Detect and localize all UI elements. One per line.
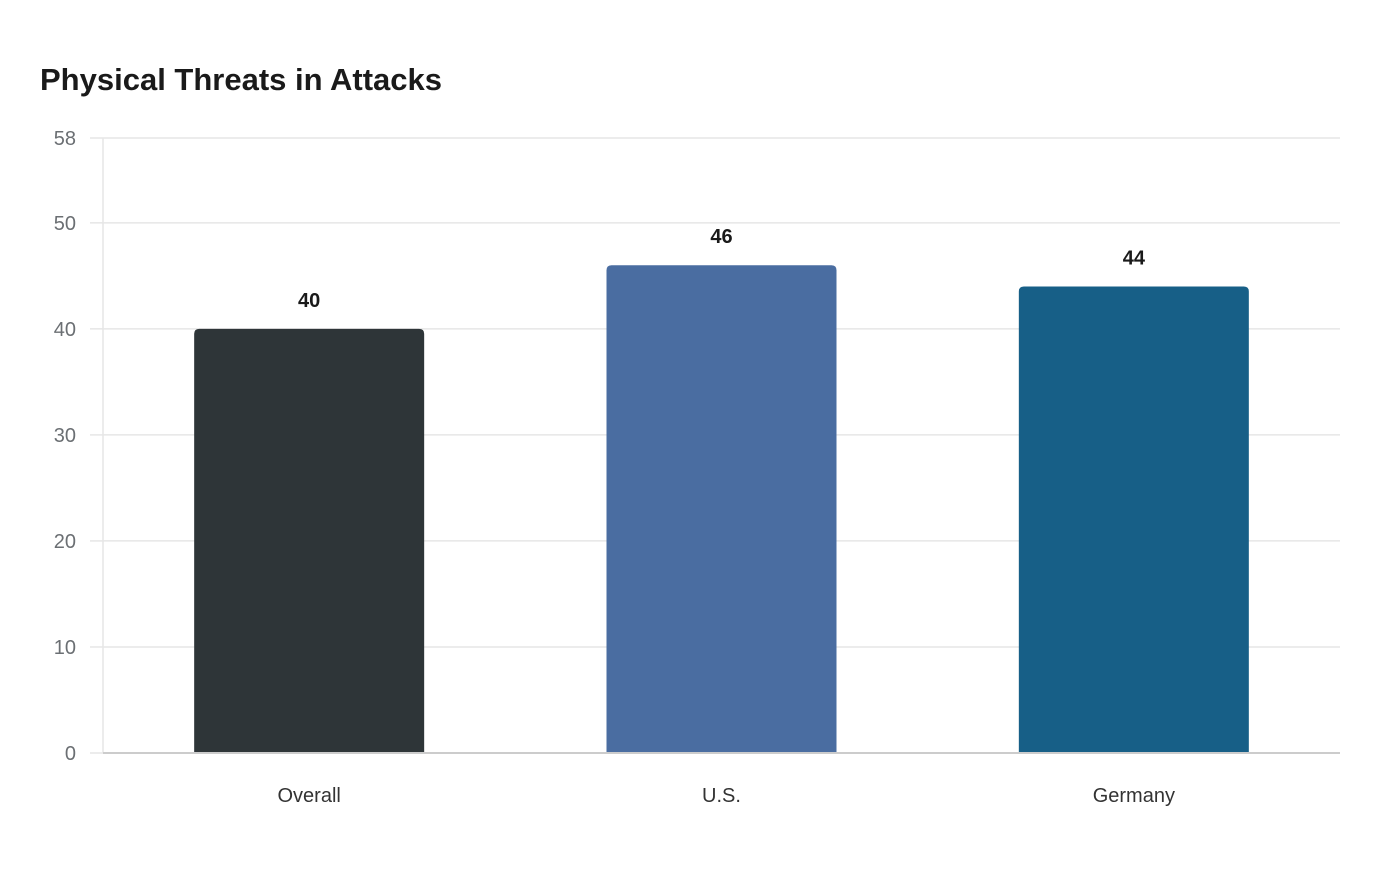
bar-overall <box>194 328 425 753</box>
y-tick-label: 40 <box>54 319 76 341</box>
chart-title: Physical Threats in Attacks <box>40 62 443 97</box>
x-axis-categories: Overall U.S. Germany <box>103 752 1340 807</box>
y-tick-label: 50 <box>54 213 76 235</box>
bar-germany <box>1018 286 1249 753</box>
x-category-label: U.S. <box>702 785 741 807</box>
data-labels: 40 46 44 <box>298 226 1146 312</box>
bars <box>194 265 1249 753</box>
bar-u-s <box>606 265 837 753</box>
y-axis-ticks: 0 10 20 30 40 50 58 <box>54 128 103 765</box>
y-tick-label: 0 <box>65 743 76 765</box>
data-label: 40 <box>298 290 320 312</box>
y-tick-label: 58 <box>54 128 76 150</box>
y-tick-label: 30 <box>54 425 76 447</box>
data-label: 46 <box>710 226 732 248</box>
x-category-label: Overall <box>277 785 340 807</box>
y-tick-label: 20 <box>54 531 76 553</box>
x-category-label: Germany <box>1093 785 1175 807</box>
y-tick-label: 10 <box>54 637 76 659</box>
data-label: 44 <box>1123 247 1146 269</box>
